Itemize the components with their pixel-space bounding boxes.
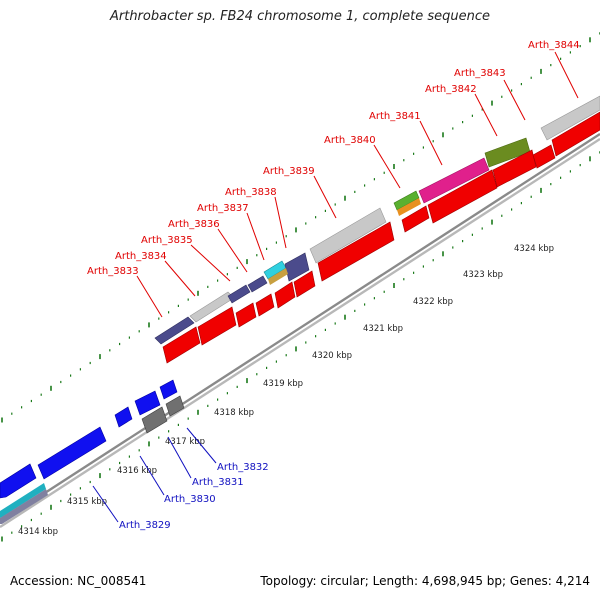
- gene-red-4[interactable]: [255, 293, 275, 317]
- gene-layer-reverse: [0, 379, 185, 524]
- gene-red-1[interactable]: [162, 326, 201, 364]
- backbone: [0, 132, 600, 529]
- kbp-label: 4315 kbp: [67, 497, 107, 507]
- forward-gene-labels: Arth_3833 Arth_3834 Arth_3835 Arth_3836 …: [87, 40, 580, 277]
- gene-label-arth-3829[interactable]: Arth_3829: [119, 520, 171, 531]
- gene-arth-3841[interactable]: [418, 157, 490, 204]
- gene-layer-forward-inner: [162, 111, 600, 364]
- kbp-label: 4323 kbp: [463, 270, 503, 280]
- gene-label-arth-3835[interactable]: Arth_3835: [141, 235, 193, 246]
- gene-red-5[interactable]: [274, 281, 296, 309]
- gene-layer-forward-outer: [154, 95, 600, 345]
- forward-label-leaders: [136, 51, 579, 318]
- reverse-label-leaders: [92, 427, 217, 523]
- reverse-gene-labels: Arth_3829 Arth_3830 Arth_3831 Arth_3832: [119, 462, 269, 531]
- gene-arth-3844[interactable]: [540, 95, 600, 141]
- kbp-label: 4318 kbp: [214, 408, 254, 418]
- tick-guide-lower: [1, 151, 600, 542]
- gene-label-arth-3833[interactable]: Arth_3833: [87, 266, 139, 277]
- gene-label-arth-3840[interactable]: Arth_3840: [324, 135, 376, 146]
- gene-label-arth-3834[interactable]: Arth_3834: [115, 251, 167, 262]
- gene-arth-3832[interactable]: [134, 390, 161, 416]
- gene-small-orange: [397, 198, 421, 216]
- genome-info-text: Topology: circular; Length: 4,698,945 bp…: [260, 574, 590, 588]
- gene-teal-strip: [0, 483, 46, 518]
- gene-label-arth-3831[interactable]: Arth_3831: [192, 477, 244, 488]
- gene-label-arth-3830[interactable]: Arth_3830: [164, 494, 216, 505]
- gene-blue-small[interactable]: [159, 379, 178, 400]
- gene-label-arth-3841[interactable]: Arth_3841: [369, 111, 421, 122]
- gene-arth-3831[interactable]: [114, 406, 133, 428]
- kbp-label: 4316 kbp: [117, 466, 157, 476]
- gene-arth-3835[interactable]: [227, 284, 251, 304]
- gene-red-12[interactable]: [551, 111, 600, 157]
- accession-text: Accession: NC_008541: [10, 574, 147, 588]
- gene-label-arth-3844[interactable]: Arth_3844: [528, 40, 580, 51]
- gene-arth-3838[interactable]: [284, 252, 310, 282]
- kbp-label: 4322 kbp: [413, 297, 453, 307]
- gene-label-arth-3838[interactable]: Arth_3838: [225, 187, 277, 198]
- gene-red-7[interactable]: [317, 221, 395, 282]
- gene-arth-3829[interactable]: [0, 463, 37, 499]
- kbp-label: 4317 kbp: [165, 437, 205, 447]
- gene-label-arth-3843[interactable]: Arth_3843: [454, 68, 506, 79]
- kbp-label: 4314 kbp: [18, 527, 58, 537]
- tick-guide-upper: [1, 32, 600, 423]
- gene-gray-strip: [0, 489, 48, 524]
- kbp-label: 4319 kbp: [263, 379, 303, 389]
- kbp-label: 4320 kbp: [312, 351, 352, 361]
- gene-gray-2[interactable]: [165, 395, 185, 417]
- gene-gray-1[interactable]: [141, 406, 168, 434]
- map-title: Arthrobacter sp. FB24 chromosome 1, comp…: [109, 9, 491, 24]
- gene-red-3[interactable]: [235, 302, 257, 328]
- gene-arth-3839[interactable]: [309, 207, 387, 264]
- gene-label-arth-3836[interactable]: Arth_3836: [168, 219, 220, 230]
- gene-label-arth-3832[interactable]: Arth_3832: [217, 462, 269, 473]
- gene-red-11[interactable]: [532, 144, 556, 169]
- gene-arth-3833[interactable]: [154, 316, 195, 345]
- gene-red-2[interactable]: [197, 306, 237, 346]
- gene-label-arth-3839[interactable]: Arth_3839: [263, 166, 315, 177]
- kbp-label: 4324 kbp: [514, 244, 554, 254]
- gene-label-arth-3842[interactable]: Arth_3842: [425, 84, 477, 95]
- gene-red-6[interactable]: [293, 270, 316, 298]
- kbp-labels: 4314 kbp 4315 kbp 4316 kbp 4317 kbp 4318…: [18, 244, 554, 537]
- gene-label-arth-3837[interactable]: Arth_3837: [197, 203, 249, 214]
- kbp-label: 4321 kbp: [363, 324, 403, 334]
- gene-arth-3830[interactable]: [37, 426, 107, 480]
- gene-red-8[interactable]: [401, 205, 430, 233]
- gene-arth-3836[interactable]: [247, 275, 268, 293]
- gene-small-tan: [268, 268, 288, 285]
- gene-red-10[interactable]: [492, 149, 537, 188]
- gene-red-9[interactable]: [427, 169, 498, 224]
